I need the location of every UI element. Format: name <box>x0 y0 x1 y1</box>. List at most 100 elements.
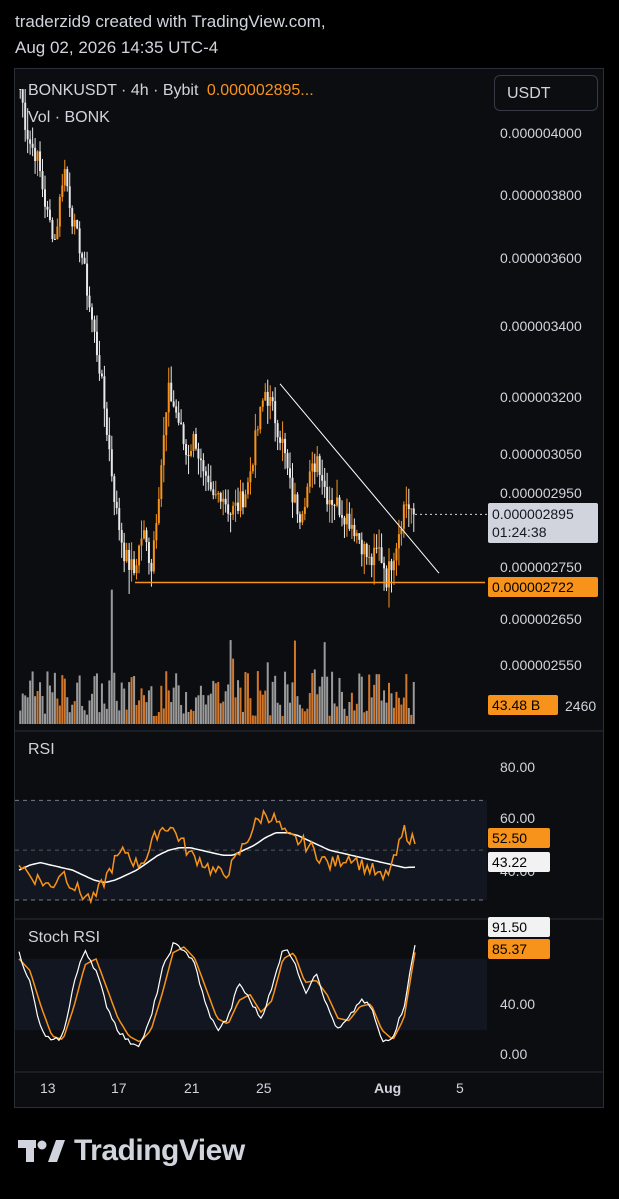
volume-bar <box>140 688 143 724</box>
candle-body <box>286 453 289 469</box>
candle-body <box>336 497 339 506</box>
volume-tag: 43.48 B <box>488 695 558 715</box>
volume-bar <box>180 704 183 724</box>
currency-button[interactable]: USDT <box>494 75 598 111</box>
volume-bar <box>209 693 212 724</box>
candle-body <box>157 498 160 524</box>
volume-bar <box>100 683 103 724</box>
candle-body <box>199 458 202 461</box>
candle-body <box>390 561 393 571</box>
candle-body <box>71 208 74 227</box>
rsi-line <box>18 808 416 905</box>
volume-bar <box>316 694 319 724</box>
volume-bar <box>373 684 376 724</box>
volume-bar <box>340 691 343 724</box>
candle-body <box>93 319 96 332</box>
price-chart-svg[interactable] <box>15 69 603 1107</box>
volume-bar <box>229 640 232 724</box>
candle-body <box>66 169 69 187</box>
volume-bar <box>293 640 296 724</box>
volume-bar <box>142 695 145 724</box>
volume-bar <box>98 712 101 724</box>
candle-body <box>328 499 331 505</box>
candle-body <box>130 559 133 570</box>
legend-volume: Vol · BONK <box>28 109 110 126</box>
candle-body <box>182 424 185 444</box>
candle-body <box>145 530 148 543</box>
candle-body <box>212 489 215 496</box>
y-tick: 0.000002750 <box>500 559 582 575</box>
volume-bar <box>365 710 368 724</box>
chart-author-line: traderzid9 created with TradingView.com, <box>15 12 326 31</box>
candle-body <box>303 506 306 514</box>
candle-body <box>313 463 316 473</box>
volume-bar <box>175 673 178 724</box>
volume-bar <box>110 589 113 724</box>
rsi-y-tick: 80.00 <box>500 759 536 775</box>
candle-body <box>340 515 343 518</box>
chart-panel[interactable]: BONKUSDT · 4h · Bybit 0.000002895... Vol… <box>14 68 604 1108</box>
candle-body <box>135 565 138 574</box>
candle-body <box>316 456 319 473</box>
volume-bar <box>271 681 274 724</box>
volume-bar <box>232 658 235 724</box>
volume-bar <box>93 676 96 724</box>
volume-bar <box>234 697 237 724</box>
candle-body <box>160 465 163 499</box>
volume-bar <box>313 669 316 724</box>
trendline <box>279 383 440 574</box>
candle-body <box>392 560 395 571</box>
volume-bar <box>157 712 160 724</box>
candle-body <box>224 498 227 505</box>
volume-bar <box>390 693 393 724</box>
volume-bar <box>48 685 51 724</box>
volume-bar <box>254 715 257 724</box>
candle-body <box>118 508 121 531</box>
volume-bar <box>269 715 272 724</box>
candle-body <box>21 89 24 103</box>
volume-bar <box>53 672 56 724</box>
volume-bar <box>360 676 363 724</box>
volume-bar <box>405 674 408 724</box>
volume-bar <box>76 682 79 724</box>
candle-body <box>343 517 346 525</box>
volume-bar <box>58 705 61 724</box>
candle-body <box>256 429 259 431</box>
volume-bar <box>400 704 403 724</box>
volume-bar <box>56 698 59 724</box>
candle-body <box>95 331 98 356</box>
y-tick: 0.000003050 <box>500 446 582 462</box>
volume-bar <box>284 671 287 724</box>
stoch-d-line <box>18 946 416 1043</box>
stoch-rsi-legend: Stoch RSI <box>28 929 101 946</box>
candle-body <box>133 559 136 574</box>
candle-body <box>43 189 46 207</box>
volume-bar <box>224 691 227 724</box>
candle-body <box>388 561 391 588</box>
x-tick: 17 <box>111 1080 127 1096</box>
volume-bar <box>306 708 309 724</box>
volume-bar <box>182 713 185 724</box>
volume-bar <box>185 692 188 724</box>
volume-bar <box>118 710 121 724</box>
candle-body <box>333 504 336 506</box>
candle-body <box>187 454 190 456</box>
volume-bar <box>34 696 37 724</box>
volume-bar <box>190 709 193 724</box>
volume-bar <box>264 690 267 724</box>
legend-price: 0.000002895... <box>206 82 314 99</box>
candle-body <box>190 450 193 456</box>
candle-body <box>271 397 274 402</box>
volume-bar <box>125 709 128 724</box>
volume-bar <box>207 695 210 724</box>
candle-body <box>301 513 304 523</box>
stoch-band-fill <box>15 958 487 1031</box>
candle-body <box>26 129 29 140</box>
volume-bar <box>21 693 24 724</box>
volume-bar <box>336 706 339 724</box>
candle-body <box>167 382 170 413</box>
volume-bar <box>217 681 220 724</box>
candle-body <box>58 196 61 227</box>
candle-body <box>103 376 106 409</box>
candle-body <box>241 491 244 508</box>
